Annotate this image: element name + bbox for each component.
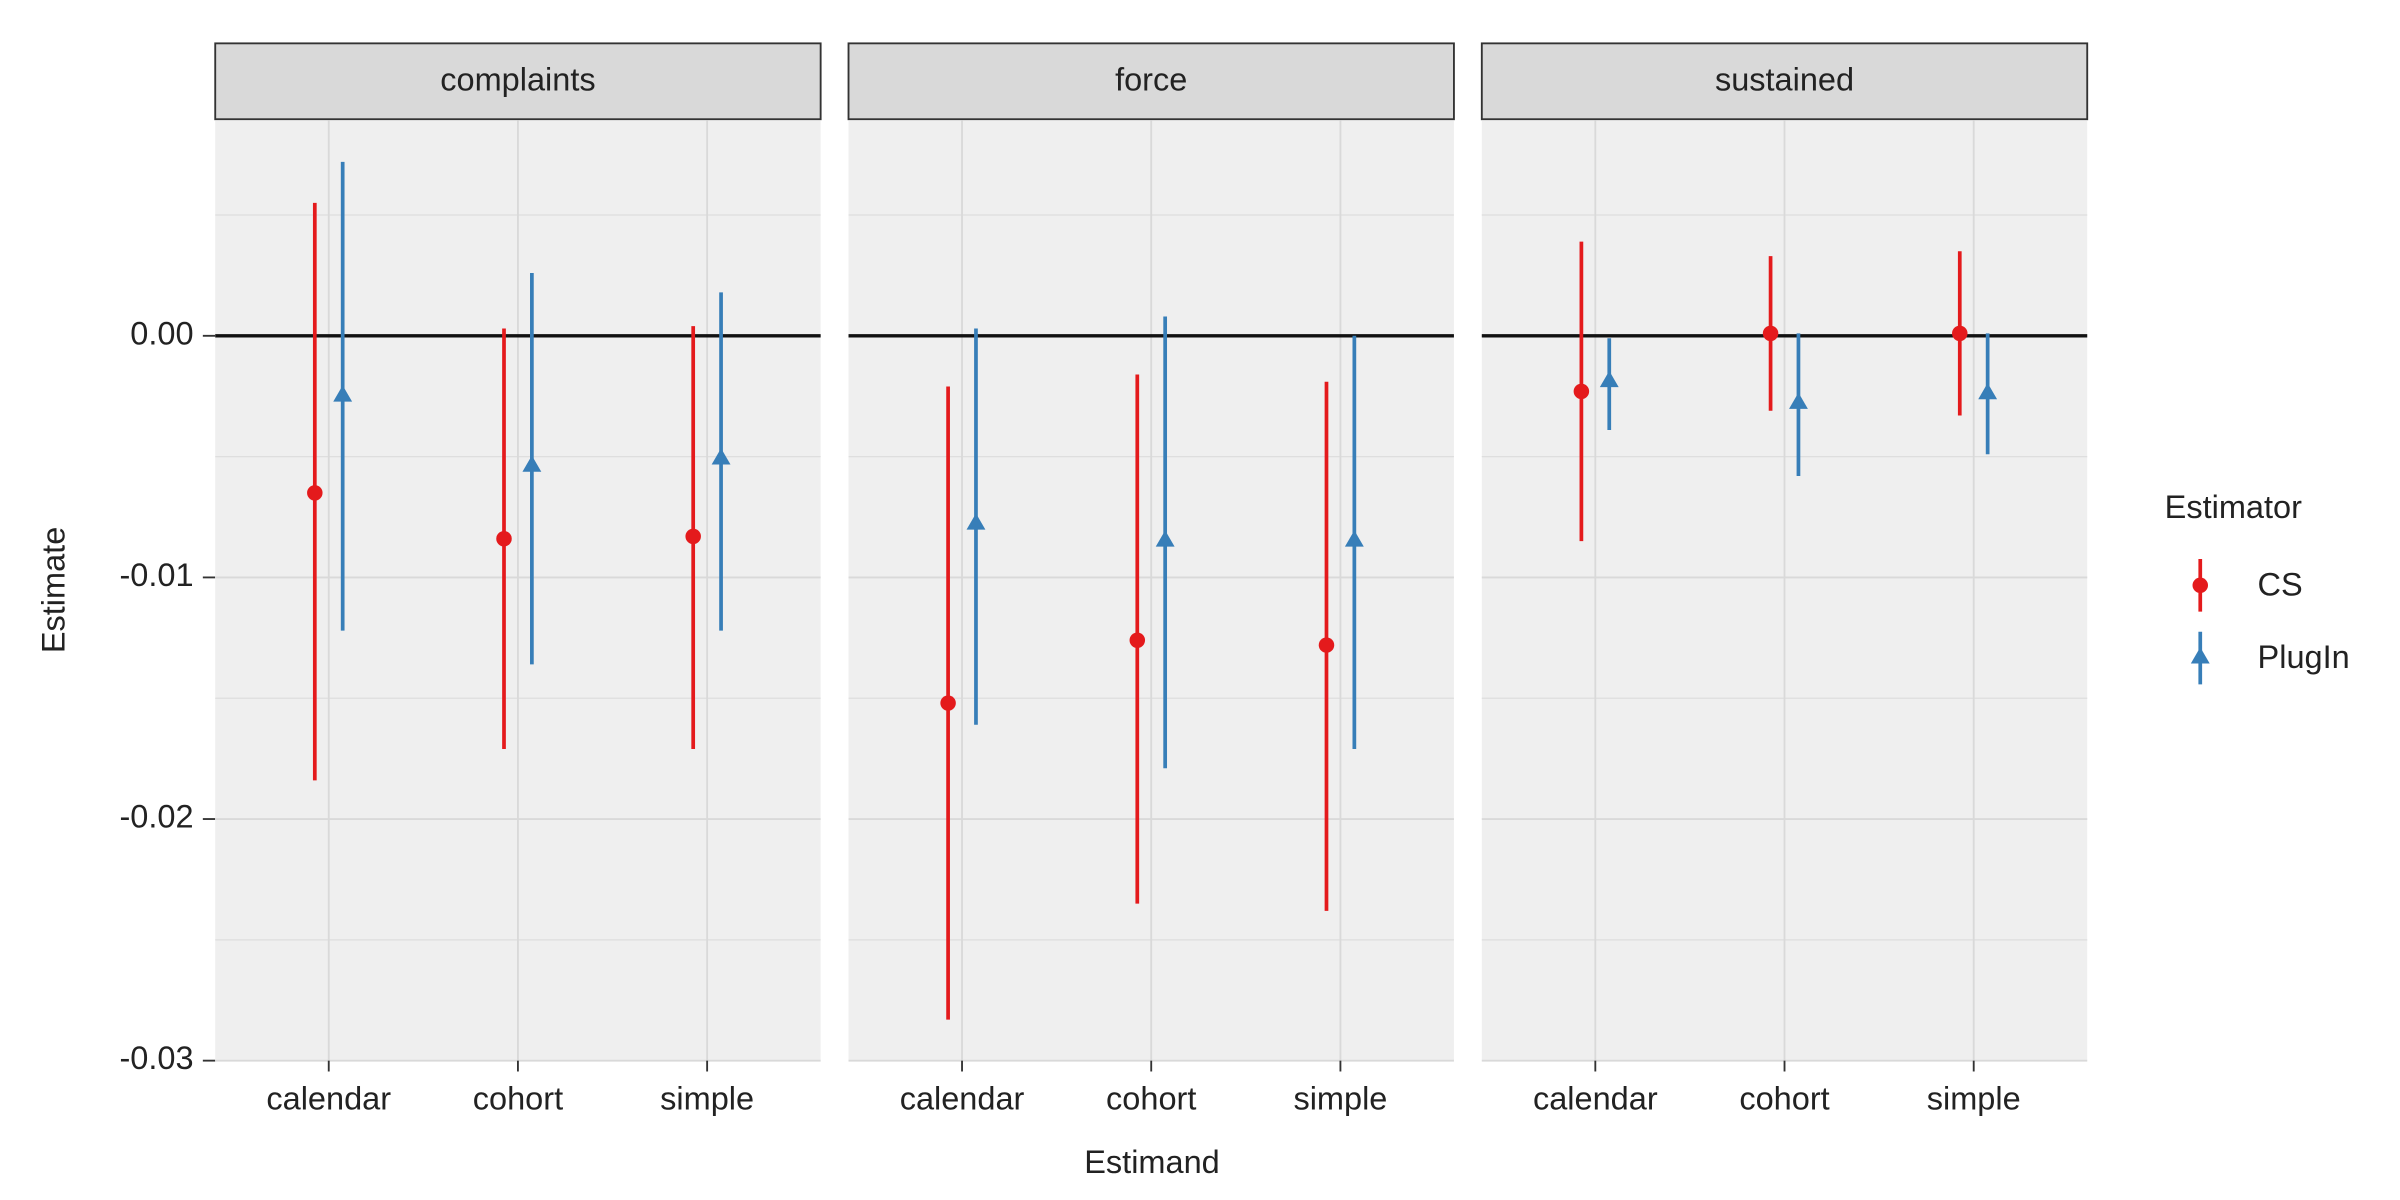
- y-tick-label: 0.00: [130, 315, 193, 351]
- point: [522, 455, 542, 472]
- y-tick-label: -0.01: [119, 557, 193, 593]
- point: [1978, 382, 1998, 400]
- x-tick-label: cohort: [1106, 1080, 1196, 1116]
- legend-key-marker: [2190, 647, 2210, 664]
- x-axis-label: Estimand: [1084, 1144, 1219, 1180]
- strip-title: complaints: [440, 62, 595, 98]
- point: [940, 695, 956, 711]
- point: [333, 385, 353, 402]
- y-axis-label: Estimate: [35, 527, 71, 653]
- point: [1155, 530, 1175, 547]
- point: [711, 448, 731, 465]
- point: [1344, 530, 1364, 547]
- point: [685, 528, 701, 545]
- x-tick-label: simple: [1293, 1080, 1387, 1116]
- strip-title: sustained: [1715, 62, 1854, 98]
- point: [1762, 325, 1779, 342]
- x-tick-label: calendar: [1533, 1080, 1658, 1116]
- point: [1789, 392, 1808, 409]
- strip: [1480, 42, 2089, 121]
- point: [1573, 383, 1590, 400]
- point: [496, 531, 512, 547]
- x-tick-label: simple: [660, 1080, 754, 1116]
- x-tick-label: cohort: [1739, 1080, 1829, 1116]
- x-tick-label: calendar: [266, 1080, 391, 1116]
- point: [966, 513, 986, 530]
- point: [1952, 325, 1968, 342]
- legend-label: PlugIn: [2258, 639, 2350, 675]
- y-tick-label: -0.03: [119, 1040, 193, 1076]
- strip-title: force: [1115, 62, 1187, 98]
- legend-label: CS: [2258, 566, 2303, 602]
- point: [1129, 632, 1146, 648]
- point: [1599, 370, 1619, 388]
- point: [307, 485, 323, 501]
- y-tick-label: -0.02: [119, 799, 193, 835]
- strip: [847, 42, 1455, 121]
- x-tick-label: calendar: [900, 1080, 1025, 1116]
- x-tick-label: simple: [1927, 1080, 2021, 1116]
- legend-key-marker: [2192, 577, 2208, 594]
- point: [1318, 637, 1335, 653]
- x-tick-label: cohort: [473, 1080, 563, 1116]
- legend-title: Estimator: [2165, 489, 2302, 525]
- strip: [214, 42, 822, 121]
